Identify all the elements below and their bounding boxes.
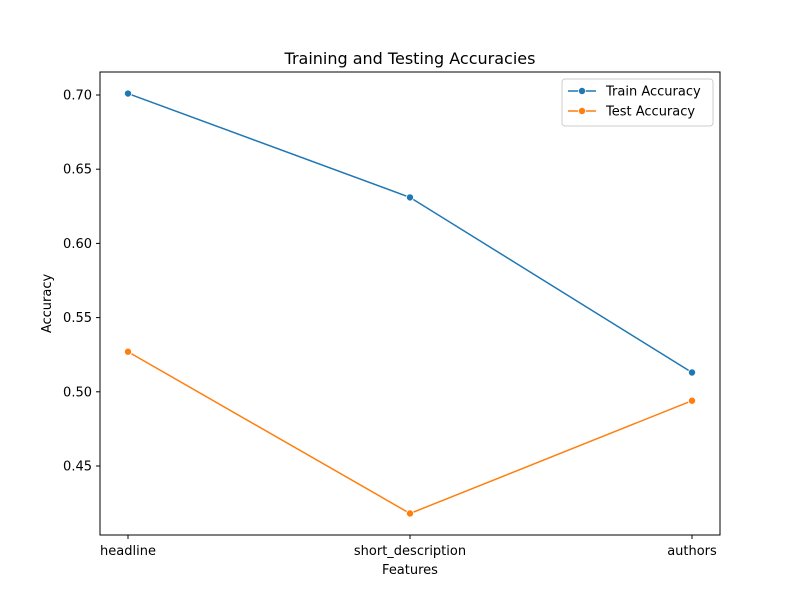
legend-box <box>561 78 714 127</box>
data-point <box>405 193 414 202</box>
x-tick-label: short_description <box>354 544 466 559</box>
y-tick-label: 0.55 <box>63 311 92 326</box>
chart-title: Training and Testing Accuracies <box>284 49 536 68</box>
y-tick-label: 0.50 <box>63 385 92 400</box>
data-point <box>124 89 133 98</box>
x-tick-label: headline <box>100 544 156 559</box>
series-0 <box>124 89 697 377</box>
legend-item: Test Accuracy <box>568 105 695 120</box>
data-point <box>688 368 697 377</box>
y-tick-label: 0.60 <box>63 237 92 252</box>
data-point <box>124 347 133 356</box>
legend-item: Train Accuracy <box>568 85 701 100</box>
data-point <box>405 509 414 518</box>
legend-label: Train Accuracy <box>605 85 701 100</box>
series-1 <box>124 347 697 518</box>
legend: Train Accuracy Test Accuracy <box>561 78 714 127</box>
y-axis: 0.45 0.50 0.55 0.60 0.65 0.70 <box>63 89 100 474</box>
y-tick-label: 0.70 <box>63 89 92 104</box>
legend-marker <box>578 87 587 96</box>
x-tick-label: authors <box>667 544 717 559</box>
y-axis-label: Accuracy <box>40 274 55 334</box>
legend-label: Test Accuracy <box>605 105 695 120</box>
y-tick-label: 0.65 <box>63 163 92 178</box>
data-point <box>688 396 697 405</box>
y-tick-label: 0.45 <box>63 459 92 474</box>
plot-area <box>124 89 697 518</box>
legend-marker <box>578 107 587 116</box>
x-axis: headline short_description authors <box>100 535 717 559</box>
x-axis-label: Features <box>382 563 438 578</box>
